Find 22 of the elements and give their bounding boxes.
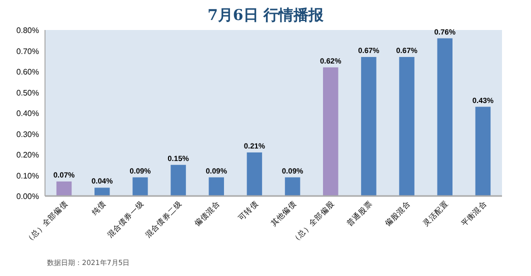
y-tick-label: 0.00% — [16, 192, 39, 201]
bar — [437, 38, 452, 196]
y-tick-label: 0.10% — [16, 171, 39, 180]
bar — [361, 56, 376, 196]
y-tick-label: 0.20% — [16, 150, 39, 160]
bar — [246, 152, 262, 196]
bar — [475, 106, 491, 196]
bar — [56, 181, 72, 196]
bar — [132, 177, 148, 196]
bar — [323, 67, 338, 196]
bar — [208, 177, 224, 196]
y-tick-label: 0.60% — [16, 68, 39, 76]
y-tick-label: 0.30% — [16, 130, 39, 139]
chart-title: 7月6日 行情播报 — [207, 6, 325, 24]
y-tick-label: 0.40% — [16, 109, 39, 118]
bar — [284, 177, 300, 196]
bar — [94, 188, 110, 196]
bar — [170, 164, 186, 196]
bar — [399, 56, 414, 196]
y-tick-label: 0.50% — [16, 88, 39, 98]
y-tick-label: 0.70% — [16, 46, 39, 56]
y-tick-label: 0.80% — [16, 26, 39, 35]
